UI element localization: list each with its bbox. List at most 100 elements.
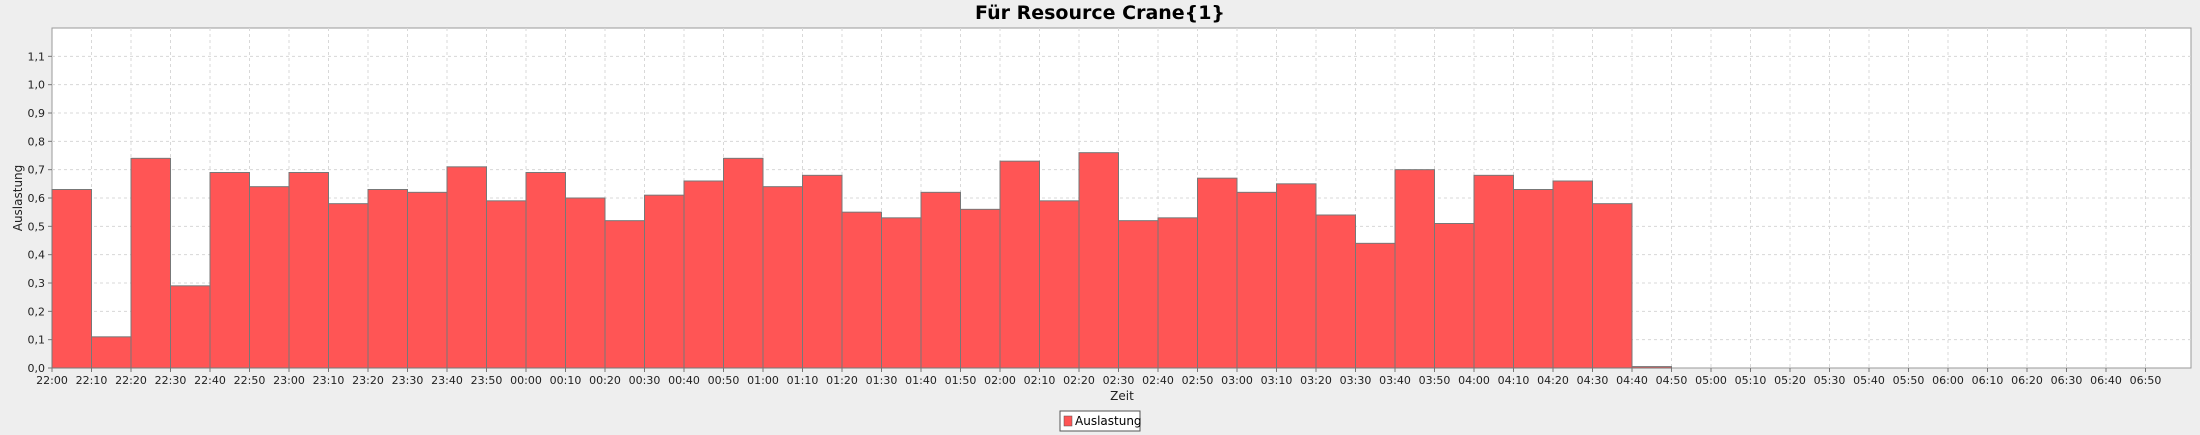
x-tick-label: 01:10 bbox=[787, 374, 819, 387]
y-tick-label: 0,3 bbox=[28, 277, 46, 290]
x-tick-label: 00:40 bbox=[668, 374, 700, 387]
legend-swatch bbox=[1063, 415, 1073, 427]
x-tick-label: 22:30 bbox=[155, 374, 187, 387]
x-tick-label: 23:20 bbox=[352, 374, 384, 387]
x-tick-label: 03:30 bbox=[1340, 374, 1372, 387]
x-tick-label: 01:20 bbox=[826, 374, 858, 387]
y-tick-label: 0,9 bbox=[28, 107, 46, 120]
bar-0310 bbox=[1276, 183, 1317, 369]
bar-0230 bbox=[1118, 220, 1159, 369]
x-tick-label: 00:20 bbox=[589, 374, 621, 387]
x-tick-label: 05:00 bbox=[1695, 374, 1727, 387]
bar-2350 bbox=[486, 200, 527, 369]
bar-0200 bbox=[999, 160, 1040, 369]
x-tick-label: 01:00 bbox=[747, 374, 779, 387]
x-tick-label: 02:30 bbox=[1103, 374, 1135, 387]
bar-0110 bbox=[802, 174, 843, 369]
legend-label-auslastung: Auslastung bbox=[1075, 414, 1142, 428]
x-tick-label: 01:50 bbox=[945, 374, 977, 387]
y-tick-label: 0,4 bbox=[28, 249, 46, 262]
x-tick-label: 02:20 bbox=[1063, 374, 1095, 387]
x-tick-label: 01:40 bbox=[905, 374, 937, 387]
bar-0350 bbox=[1434, 223, 1475, 369]
x-tick-label: 02:10 bbox=[1024, 374, 1056, 387]
y-tick-label: 0,7 bbox=[28, 164, 46, 177]
x-tick-label: 04:00 bbox=[1458, 374, 1490, 387]
x-tick-label: 06:30 bbox=[2051, 374, 2083, 387]
x-tick-label: 03:40 bbox=[1379, 374, 1411, 387]
bar-0300 bbox=[1236, 191, 1277, 369]
chart-title: Für Resource Crane{1} bbox=[975, 2, 1225, 24]
bar-2250 bbox=[249, 186, 290, 369]
x-tick-label: 00:30 bbox=[629, 374, 661, 387]
y-tick-label: 0,2 bbox=[28, 305, 46, 318]
bar-2210 bbox=[91, 336, 132, 369]
x-tick-label: 23:40 bbox=[431, 374, 463, 387]
bar-0240 bbox=[1157, 217, 1198, 369]
x-tick-label: 05:40 bbox=[1853, 374, 1885, 387]
bar-0100 bbox=[762, 186, 803, 369]
bar-2340 bbox=[446, 166, 487, 369]
bar-0020 bbox=[604, 220, 645, 369]
y-axis: 0,0 0,1 0,2 0,3 0,4 0,5 0,6 0,7 0,8 0,9 1,0 1,1 bbox=[28, 50, 52, 375]
legend: Auslastung bbox=[1059, 410, 1142, 432]
bar-0150 bbox=[960, 208, 1001, 369]
y-tick-label: 0,8 bbox=[28, 135, 46, 148]
bar-0010 bbox=[565, 197, 606, 369]
x-tick-label: 22:20 bbox=[115, 374, 147, 387]
bar-2330 bbox=[407, 191, 448, 369]
x-tick-label: 06:10 bbox=[1972, 374, 2004, 387]
x-tick-label: 23:00 bbox=[273, 374, 305, 387]
bar-0250 bbox=[1197, 177, 1238, 369]
bar-0430 bbox=[1592, 203, 1633, 369]
bar-0120 bbox=[841, 211, 882, 369]
x-tick-label: 22:40 bbox=[194, 374, 226, 387]
x-tick-label: 04:10 bbox=[1498, 374, 1530, 387]
x-axis-label: Zeit bbox=[1110, 389, 1134, 403]
bar-0130 bbox=[881, 217, 922, 369]
bar-0400 bbox=[1473, 174, 1514, 369]
bar-0040 bbox=[683, 180, 724, 369]
x-tick-label: 06:20 bbox=[2011, 374, 2043, 387]
x-tick-label: 01:30 bbox=[866, 374, 898, 387]
x-tick-label: 05:20 bbox=[1774, 374, 1806, 387]
y-tick-label: 0,0 bbox=[28, 362, 46, 375]
bar-2200 bbox=[51, 189, 92, 369]
x-tick-label: 02:50 bbox=[1182, 374, 1214, 387]
bar-0320 bbox=[1315, 214, 1356, 369]
bar-0340 bbox=[1394, 169, 1435, 369]
bars bbox=[51, 152, 1672, 369]
x-tick-label: 06:00 bbox=[1932, 374, 1964, 387]
x-tick-label: 06:40 bbox=[2090, 374, 2122, 387]
x-tick-label: 03:20 bbox=[1300, 374, 1332, 387]
y-tick-label: 1,1 bbox=[28, 50, 46, 63]
x-tick-label: 23:50 bbox=[471, 374, 503, 387]
x-tick-label: 06:50 bbox=[2130, 374, 2162, 387]
bar-0420 bbox=[1552, 180, 1593, 369]
x-tick-label: 05:50 bbox=[1893, 374, 1925, 387]
x-tick-label: 23:10 bbox=[313, 374, 345, 387]
x-tick-label: 22:00 bbox=[36, 374, 68, 387]
bar-2240 bbox=[209, 172, 250, 369]
bar-0220 bbox=[1078, 152, 1119, 369]
x-tick-label: 23:30 bbox=[392, 374, 424, 387]
x-tick-label: 03:00 bbox=[1221, 374, 1253, 387]
bar-0000 bbox=[525, 172, 566, 369]
x-tick-label: 04:20 bbox=[1537, 374, 1569, 387]
x-tick-label: 22:10 bbox=[76, 374, 108, 387]
x-tick-label: 05:30 bbox=[1814, 374, 1846, 387]
bar-0410 bbox=[1513, 189, 1554, 369]
x-tick-label: 04:30 bbox=[1577, 374, 1609, 387]
bar-2220 bbox=[130, 157, 171, 369]
bar-0050 bbox=[723, 157, 764, 369]
bar-0440 bbox=[1631, 366, 1672, 369]
bar-2300 bbox=[288, 172, 329, 369]
bar-0030 bbox=[644, 194, 685, 369]
y-tick-label: 0,6 bbox=[28, 192, 46, 205]
bar-2230 bbox=[170, 285, 211, 369]
x-tick-label: 03:50 bbox=[1419, 374, 1451, 387]
bar-0140 bbox=[920, 191, 961, 369]
x-tick-label: 04:40 bbox=[1616, 374, 1648, 387]
